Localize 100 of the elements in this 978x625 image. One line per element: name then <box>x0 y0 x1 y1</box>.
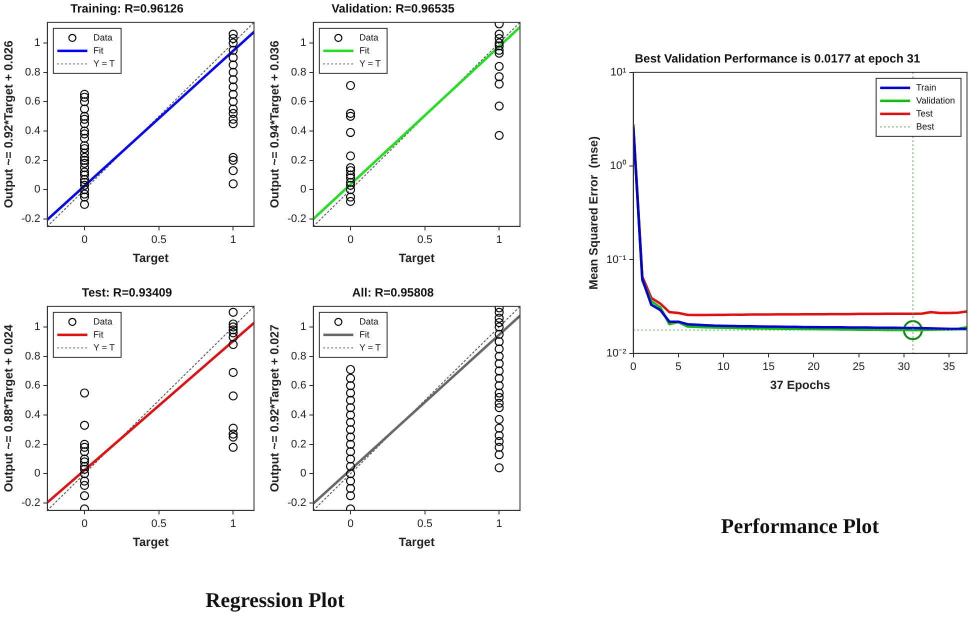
y-tick-label: 10⁻¹ <box>606 254 627 266</box>
point <box>494 41 504 50</box>
point <box>80 163 90 172</box>
x-tick-label: 0.5 <box>417 234 432 246</box>
point <box>494 318 504 328</box>
x-tick-label: 35 <box>942 361 956 374</box>
y-axis-title: Mean Squared Error (mse) <box>586 136 601 290</box>
point <box>346 170 356 180</box>
x-tick-label: 5 <box>675 361 682 374</box>
point <box>80 134 90 143</box>
point <box>494 359 504 368</box>
point <box>228 156 238 165</box>
x-tick-label: 1 <box>230 234 236 246</box>
point <box>346 410 356 420</box>
point <box>346 403 356 412</box>
y-tick-label: 0.6 <box>25 96 40 108</box>
point <box>494 366 504 376</box>
point <box>346 440 356 449</box>
point <box>494 79 504 89</box>
point <box>346 166 356 176</box>
point <box>346 180 356 190</box>
point <box>494 442 504 452</box>
point <box>80 491 90 500</box>
point <box>80 126 90 136</box>
x-tick-label: 10 <box>717 361 730 374</box>
point <box>80 447 90 456</box>
point <box>228 368 238 377</box>
point <box>80 480 90 490</box>
x-tick-label: 1 <box>230 518 236 530</box>
y-tick-label: 0.6 <box>291 380 306 392</box>
point <box>228 179 238 188</box>
y-axis-title: Output ~= 0.92*Target + 0.027 <box>268 324 282 492</box>
point <box>80 440 90 449</box>
point <box>228 82 238 92</box>
point <box>228 319 238 329</box>
y-tick-label: 0.2 <box>25 154 40 166</box>
x-tick-label: 1 <box>496 518 502 530</box>
chart-title: Validation: R=0.96535 <box>331 2 455 16</box>
y-tick-label: 1 <box>34 320 40 333</box>
point <box>494 38 504 48</box>
point <box>228 430 238 439</box>
point <box>80 112 90 121</box>
point <box>228 332 238 342</box>
point <box>80 476 90 486</box>
point <box>228 38 238 48</box>
point <box>494 414 504 424</box>
y-tick-label: 10¹ <box>610 66 627 78</box>
point <box>80 148 90 158</box>
point <box>494 30 504 39</box>
point <box>80 469 90 478</box>
x-tick-label: 1 <box>496 234 502 246</box>
point <box>346 196 356 206</box>
text: Performance Plot <box>720 514 880 539</box>
legend-label: Fit <box>93 45 104 56</box>
x-axis-title: Target <box>132 535 169 550</box>
point <box>346 432 356 442</box>
point <box>80 454 90 464</box>
legend-label: Data <box>93 32 112 42</box>
chart-title: Best Validation Performance is 0.0177 at epoch 31 <box>634 52 921 66</box>
point <box>494 314 504 323</box>
point <box>494 330 504 339</box>
legend-label: Data <box>93 316 112 326</box>
text: Regression Plot <box>204 588 346 613</box>
point <box>80 185 90 194</box>
x-tick-label: 0.5 <box>151 518 166 530</box>
point <box>346 112 356 121</box>
point <box>494 381 504 390</box>
x-tick-label: 20 <box>808 361 820 374</box>
point <box>80 90 90 99</box>
point <box>346 80 356 90</box>
point <box>80 192 90 202</box>
point <box>80 114 90 124</box>
point <box>494 374 504 383</box>
point <box>346 192 356 202</box>
point <box>346 163 356 172</box>
point <box>494 424 504 433</box>
legend-label: Y = T <box>359 342 382 352</box>
point <box>228 340 238 350</box>
x-tick-label: 15 <box>762 361 775 374</box>
point <box>80 170 90 180</box>
x-tick-label: 0 <box>81 518 88 530</box>
point <box>80 442 90 452</box>
legend-label: Train <box>916 82 936 92</box>
point <box>494 72 504 82</box>
ref-line-label: Best <box>916 121 935 132</box>
point <box>228 442 238 452</box>
point <box>346 454 356 464</box>
point <box>228 119 238 128</box>
point <box>494 352 504 361</box>
y-tick-label: -0.2 <box>287 497 306 510</box>
point <box>80 119 90 128</box>
y-tick-label: -0.2 <box>21 213 40 226</box>
y-axis-title: Output ~= 0.88*Target + 0.024 <box>2 324 16 492</box>
point <box>80 141 90 150</box>
y-tick-label: 10⁰ <box>610 159 626 172</box>
point <box>346 173 356 183</box>
y-tick-label: 10⁻² <box>606 347 627 360</box>
point <box>80 178 90 187</box>
point <box>80 129 90 138</box>
y-tick-label: 0.8 <box>291 350 306 362</box>
